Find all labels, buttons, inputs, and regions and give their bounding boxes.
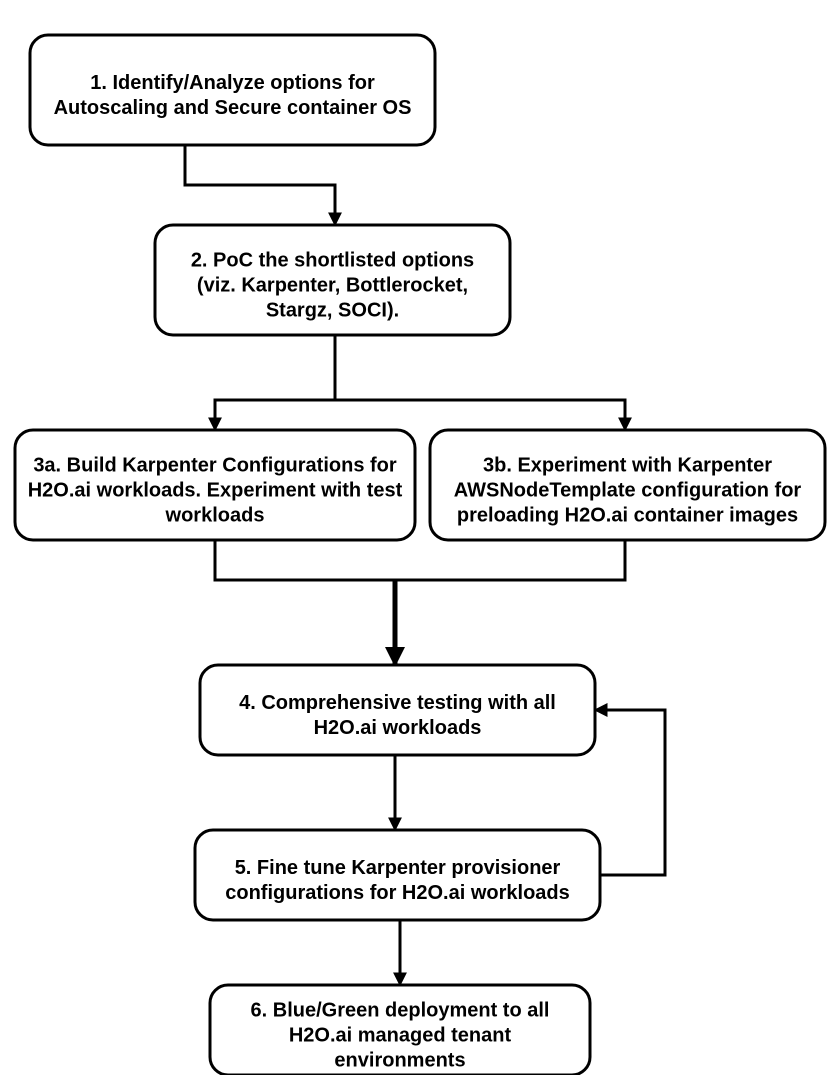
node-n2: 2. PoC the shortlisted options (viz. Karp… [155, 225, 510, 335]
node-n3a-line-1: H2O.ai workloads. Experiment with test [28, 480, 403, 502]
node-n6-line-0: 6. Blue/Green deployment to all [251, 1000, 550, 1022]
node-n6-line-2: environments [334, 1050, 465, 1072]
node-n4-line-1: H2O.ai workloads [314, 717, 482, 739]
node-n3b-line-2: preloading H2O.ai container images [457, 505, 798, 527]
edge-split-n3a [215, 400, 335, 430]
edge-split-n3b [335, 400, 625, 430]
node-n3a-line-2: workloads [165, 505, 265, 527]
node-n6-line-1: H2O.ai managed tenant [289, 1025, 512, 1047]
node-n3b: 3b. Experiment with Karpenter AWSNodeTemp… [430, 430, 825, 540]
edge-n3b-merge [395, 540, 625, 580]
node-n3b-line-0: 3b. Experiment with Karpenter [483, 455, 772, 477]
node-n4-line-0: 4. Comprehensive testing with all [239, 692, 556, 714]
node-n1-line-0: 1. Identify/Analyze options for [90, 72, 375, 94]
node-n1-line-1: Autoscaling and Secure container OS [54, 97, 412, 119]
node-n5-line-1: configurations for H2O.ai workloads [225, 882, 570, 904]
edge-n5-n4 [595, 710, 665, 875]
node-n4: 4. Comprehensive testing with all H2O.ai … [200, 665, 595, 755]
node-n1: 1. Identify/Analyze options for Autoscali… [30, 35, 435, 145]
node-n2-line-0: 2. PoC the shortlisted options [191, 250, 474, 272]
edge-n3a-merge [215, 540, 395, 580]
nodes-layer: 1. Identify/Analyze options for Autoscali… [15, 35, 825, 1075]
edge-n1-n2 [185, 145, 335, 225]
node-n5: 5. Fine tune Karpenter provisioner config… [195, 830, 600, 920]
node-n2-line-2: Stargz, SOCI). [266, 300, 399, 322]
node-n3a: 3a. Build Karpenter Configurations for H2… [15, 430, 415, 540]
node-n2-line-1: (viz. Karpenter, Bottlerocket, [197, 275, 468, 297]
node-n3b-line-1: AWSNodeTemplate configuration for [454, 480, 802, 502]
node-n6: 6. Blue/Green deployment to all H2O.ai ma… [210, 985, 590, 1075]
node-n5-line-0: 5. Fine tune Karpenter provisioner [235, 857, 561, 879]
node-n3a-line-0: 3a. Build Karpenter Configurations for [33, 455, 397, 477]
flowchart-diagram: 1. Identify/Analyze options for Autoscali… [0, 0, 835, 1075]
